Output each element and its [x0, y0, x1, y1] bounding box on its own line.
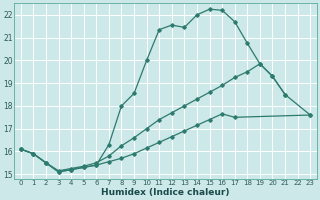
- X-axis label: Humidex (Indice chaleur): Humidex (Indice chaleur): [101, 188, 230, 197]
